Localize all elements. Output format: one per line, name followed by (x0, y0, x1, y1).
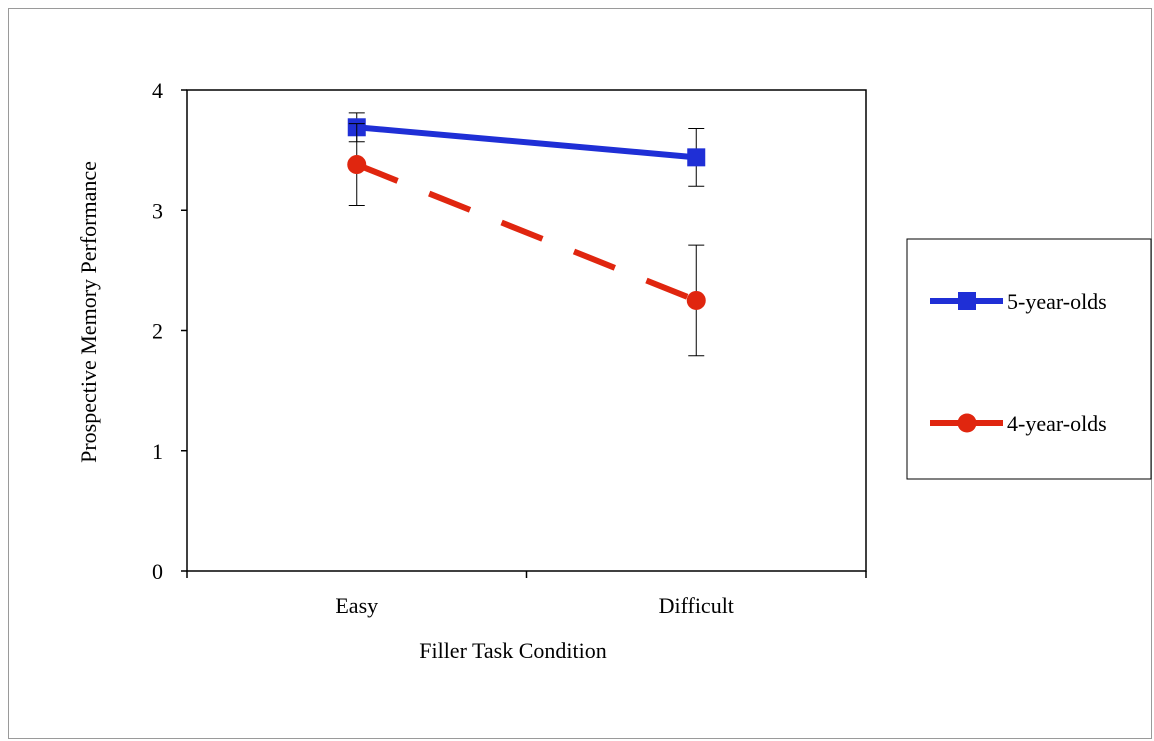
series-4-year-olds (347, 123, 706, 357)
y-tick-label: 4 (152, 78, 163, 103)
legend-label: 4-year-olds (1007, 411, 1107, 436)
y-axis: 0 1 2 3 4 (152, 78, 187, 584)
data-point (347, 155, 367, 175)
legend-item: 5-year-olds (930, 289, 1107, 314)
legend-box (906, 238, 1152, 480)
data-point (686, 290, 706, 310)
plot-area (186, 89, 867, 572)
legend-marker (957, 413, 977, 433)
x-tick-label: Easy (335, 593, 378, 618)
legend-marker (958, 292, 976, 310)
data-point (687, 148, 706, 167)
y-tick-label: 0 (152, 559, 163, 584)
series-line (356, 124, 697, 161)
legend-label: 5-year-olds (1007, 289, 1107, 314)
x-tick-label: Difficult (659, 593, 734, 618)
y-tick-label: 1 (152, 439, 163, 464)
x-axis-title: Filler Task Condition (419, 638, 607, 663)
series-line (355, 161, 698, 304)
series-layer (347, 112, 706, 357)
y-axis-title: Prospective Memory Performance (76, 161, 101, 463)
legend-item: 4-year-olds (930, 411, 1107, 436)
y-tick-label: 3 (152, 198, 163, 223)
legend: 5-year-olds 4-year-olds (906, 238, 1152, 480)
x-axis: Easy Difficult (186, 571, 867, 618)
y-tick-label: 2 (152, 319, 163, 344)
